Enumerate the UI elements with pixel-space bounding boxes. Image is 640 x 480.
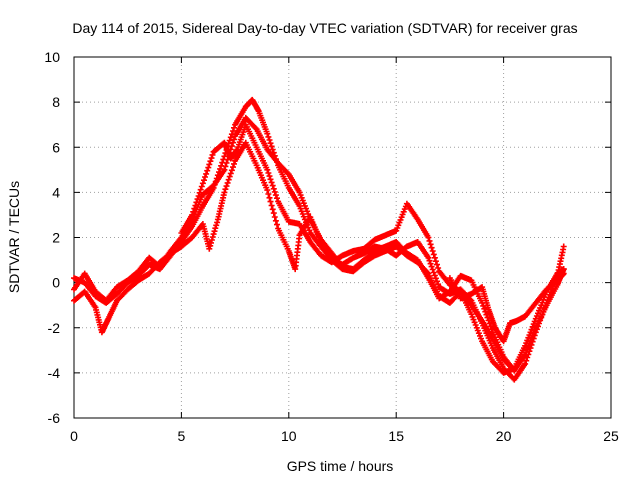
x-tick-label: 5 (178, 428, 186, 444)
data-point-markers (446, 270, 567, 345)
y-tick-label: 2 (52, 230, 60, 246)
y-tick-label: 8 (52, 94, 60, 110)
x-axis-title: GPS time / hours (287, 458, 394, 474)
y-tick-label: 10 (44, 49, 60, 65)
x-tick-label: 15 (388, 428, 404, 444)
x-tick-label: 0 (70, 428, 78, 444)
y-tick-label: -6 (48, 410, 61, 426)
y-tick-label: -2 (48, 320, 61, 336)
y-axis-title: SDTVAR / TECUs (6, 181, 22, 293)
axis-ticks: 0 5 10 15 20 25 -6 -4 -2 0 2 4 6 8 10 (44, 49, 619, 444)
y-tick-label: -4 (48, 365, 61, 381)
grid (74, 57, 611, 418)
x-tick-label: 20 (496, 428, 512, 444)
y-tick-label: 6 (52, 139, 60, 155)
x-tick-label: 10 (281, 428, 297, 444)
x-tick-label: 25 (603, 428, 619, 444)
series-track-4 (178, 121, 518, 374)
data-point-markers (178, 121, 518, 374)
data-series (71, 96, 567, 383)
series-track-5 (446, 270, 567, 345)
y-tick-label: 0 (52, 275, 60, 291)
chart-title: Day 114 of 2015, Sidereal Day-to-day VTE… (72, 20, 577, 36)
y-tick-label: 4 (52, 184, 60, 200)
